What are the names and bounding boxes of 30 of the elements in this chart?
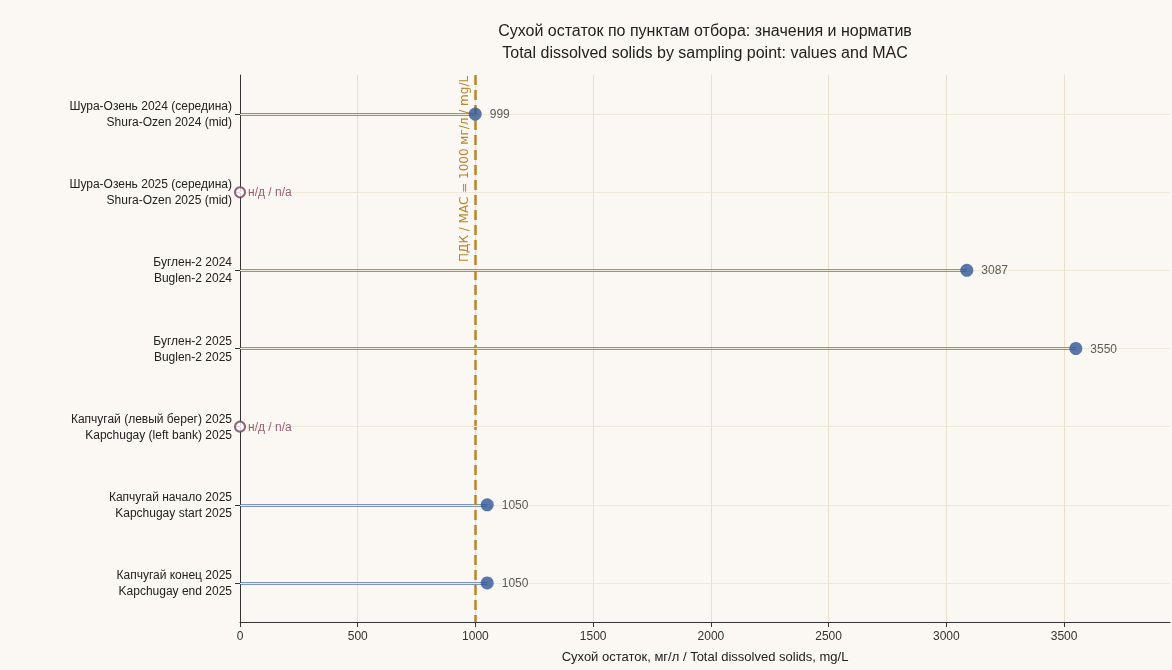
x-tick-label: 1000	[462, 629, 490, 643]
point	[480, 576, 494, 590]
y-tick-label: Капчугай (левый берег) 2025 Kapchugay (left bank) 2025	[70, 411, 233, 442]
y-tick-label: Буглен-2 2025 Buglen-2 2025	[153, 333, 233, 364]
data-label: 1050	[501, 497, 529, 512]
data-label: 1050	[501, 575, 529, 590]
data-label: 999	[489, 107, 511, 122]
x-tick-label: 1500	[579, 629, 607, 643]
y-tick-label: Шура-Озень 2024 (середина) Shura-Ozen 2024 (mid)	[69, 99, 232, 130]
data-label: 3550	[1090, 341, 1118, 356]
x-tick-label: 3000	[932, 629, 960, 643]
chart-title: Сухой остаток по пунктам отбора: значения и норматив Total dissolved solids by sampling point: values and MAC	[498, 21, 912, 61]
x-tick-label: 0	[236, 629, 244, 643]
x-tick-label: 3500	[1050, 629, 1078, 643]
y-tick-label: Буглен-2 2024 Buglen-2 2024	[153, 255, 233, 286]
y-tick-label: Капчугай конец 2025 Kapchugay end 2025	[116, 567, 233, 598]
annotation: н/д / n/a	[248, 419, 292, 434]
x-axis-title: Сухой остаток, мг/л / Total dissolved solids, mg/L	[561, 649, 849, 664]
x-tick-label: 500	[347, 629, 369, 643]
ref-line-label: ПДК / MAC = 1000 мг/л / mg/L	[457, 75, 472, 262]
point	[1069, 342, 1083, 355]
x-tick-label: 2000	[697, 629, 725, 643]
y-tick-label: Шура-Озень 2025 (середина) Shura-Ozen 2025 (mid)	[69, 177, 232, 208]
annotation: н/д / n/a	[248, 185, 292, 200]
point	[468, 107, 482, 121]
point	[960, 263, 974, 277]
x-tick-label: 2500	[815, 629, 843, 643]
y-tick-label: Капчугай начало 2025 Kapchugay start 2025	[108, 489, 233, 520]
data-label: 3087	[981, 263, 1009, 278]
point	[480, 498, 494, 512]
